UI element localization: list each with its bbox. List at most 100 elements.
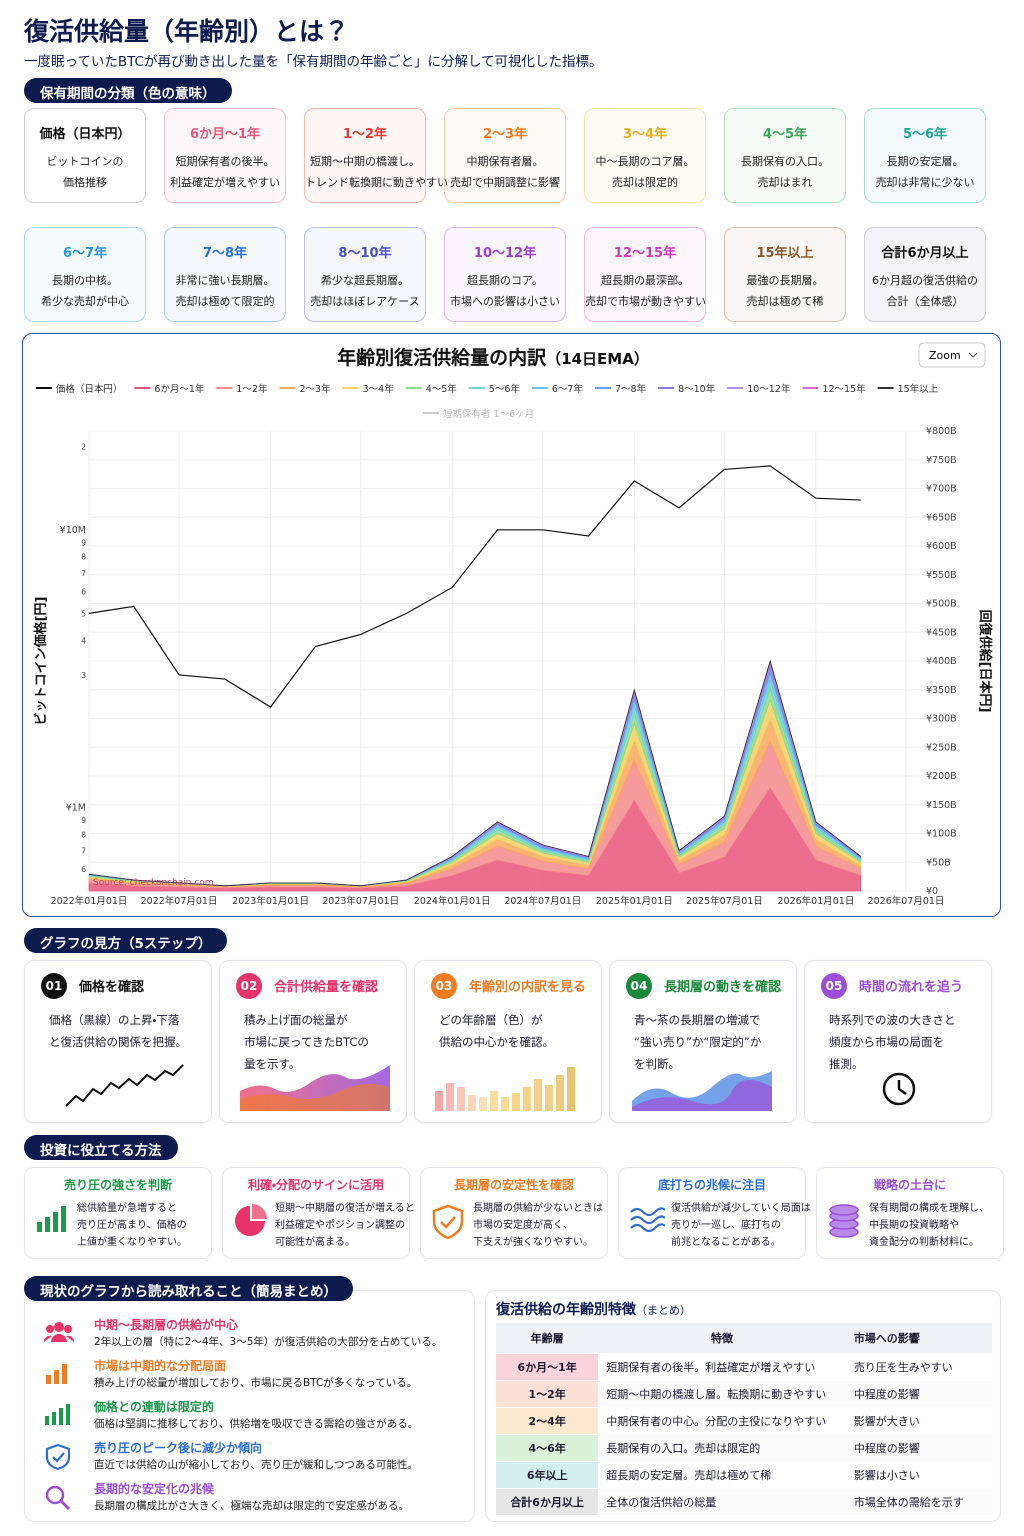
step-text: どの年齢層（色）が 供給の中心かを確認。 xyxy=(439,1009,554,1053)
summary-title: 市場は中期的な分配局面 xyxy=(94,1359,227,1373)
decoration xyxy=(35,1204,69,1238)
icon-part xyxy=(46,1325,54,1333)
table-title: 復活供給の年齢別特徴 xyxy=(496,1302,636,1318)
legend-item: 1〜2年 xyxy=(216,383,268,395)
x-tick-label: 2023年01月01日 xyxy=(232,895,309,907)
step-number: 01 xyxy=(41,973,67,999)
x-tick-label: 2022年07月01日 xyxy=(141,895,218,907)
icon-part xyxy=(66,1404,70,1425)
summary-text: 直近では供給の山が縮小しており、売り圧が緩和しつつある可能性。 xyxy=(94,1459,418,1471)
y2-tick-label: ¥600B xyxy=(926,541,957,552)
table-row: 4〜6年 長期保有の入口。売却は限定的 中程度の影響 xyxy=(496,1434,992,1462)
step-card: 05 時間の流れを追う 時系列での波の大きさと 頻度から市場の局面を 推測。 xyxy=(804,960,992,1123)
icon-part xyxy=(479,1097,487,1111)
icon-part xyxy=(252,1204,267,1219)
y-tick-label: ¥10M xyxy=(60,525,86,536)
step-card: 02 合計供給量を確認 積み上げ面の総量が 市場に戻ってきたBTCの 量を示す。 xyxy=(219,960,407,1123)
use-line: 短期〜中期層の復活が増えると xyxy=(275,1203,415,1214)
step-line: と復活供給の関係を把握。 xyxy=(49,1035,187,1049)
legend-label: 10〜12年 xyxy=(747,383,791,395)
icon-part xyxy=(630,1207,666,1233)
table-cell: 短期〜中期の橋渡し層。転換期に動きやすい xyxy=(598,1380,846,1408)
decoration xyxy=(435,1061,585,1115)
card-title: 価格（日本円） xyxy=(39,127,131,142)
section-heading: 保有期間の分類（色の意味） xyxy=(24,78,232,103)
table-row: 2〜4年 中期保有者の中心。分配の主役になりやすい 影響が大きい xyxy=(496,1407,992,1435)
card-line: ビットコインの xyxy=(46,155,124,168)
age-card: 12〜15年 超長期の最深部。 売却で市場が動きやすい xyxy=(584,227,706,322)
price-line xyxy=(88,465,861,708)
age-card: 7〜8年 非常に強い長期層。 売却は極めて限定的 xyxy=(164,227,286,322)
icon-part xyxy=(54,1370,59,1384)
icon-part xyxy=(240,1083,390,1111)
y-tick-label: ¥1M xyxy=(66,802,86,813)
icon-part xyxy=(545,1085,553,1111)
icon-part xyxy=(64,1325,72,1333)
step-line: 頻度から市場の局面を xyxy=(829,1035,944,1049)
icon-part xyxy=(882,1072,916,1106)
page-subtitle: 一度眠っていたBTCが再び動き出した量を「保有期間の年齢ごと」に分解して可視化し… xyxy=(24,54,603,70)
y2-tick-label: ¥800B xyxy=(926,426,957,437)
icon xyxy=(432,1204,464,1240)
card-title: 12〜15年 xyxy=(613,246,677,261)
x-tick-label: 2026年01月01日 xyxy=(778,895,855,907)
icon-part xyxy=(37,1222,42,1232)
age-card: 価格（日本円） ビットコインの 価格推移 xyxy=(24,108,146,203)
icon xyxy=(43,1322,75,1342)
icon-part xyxy=(534,1079,542,1111)
table-header-row: 年齢層 特徴 市場への影響 xyxy=(496,1323,992,1354)
step-title: 時間の流れを追う xyxy=(859,980,964,995)
card-line: トレンド転換期に動きやすい xyxy=(305,176,448,189)
card-line: 市場への影響は小さい xyxy=(450,295,560,308)
use-line: 資金配分の判断材料に。 xyxy=(869,1237,979,1248)
y2-tick-label: ¥350B xyxy=(926,685,957,696)
y2-axis-label: 回復供給[日本円] xyxy=(977,610,993,713)
y-tick-label: 9 xyxy=(81,539,86,548)
card-line: 売却で市場が動きやすい xyxy=(585,295,706,308)
decoration xyxy=(44,1443,72,1475)
icon-part xyxy=(446,1083,454,1111)
card-line: 非常に強い長期層。 xyxy=(175,274,275,287)
legend-label: 1〜2年 xyxy=(236,383,268,395)
icon-part xyxy=(829,1204,859,1238)
section-heading: 投資に役立てる方法 xyxy=(24,1135,178,1160)
y2-tick-label: ¥700B xyxy=(926,484,957,495)
icon xyxy=(632,1071,772,1111)
icon-part xyxy=(567,1067,575,1111)
icon-part xyxy=(235,1206,265,1236)
card-line: 最強の長期層。 xyxy=(746,274,824,287)
decoration xyxy=(827,1204,861,1244)
decoration xyxy=(44,1361,72,1389)
icon xyxy=(630,1207,666,1233)
summary-title: 長期的な安定化の兆候 xyxy=(94,1482,215,1496)
x-tick-label: 2025年07月01日 xyxy=(686,895,763,907)
step-title: 年齢別の内訳を見る xyxy=(469,980,587,995)
y-tick-label: 6 xyxy=(81,587,86,596)
legend-label: 価格（日本円） xyxy=(56,383,123,395)
y-axis-label: ビットコイン価格[円] xyxy=(33,597,49,726)
icon-part xyxy=(54,1322,64,1332)
age-card: 2〜3年 中期保有者層。 売却で中期調整に影響 xyxy=(444,108,566,203)
table-cell: 売り圧を生みやすい xyxy=(845,1353,992,1381)
icon-part xyxy=(45,1443,71,1471)
table-box: 復活供給の年齢別特徴（まとめ） 年齢層 特徴 市場への影響 6か月〜1年 短期保有者の後… xyxy=(485,1290,1001,1522)
card-line: 長期の安定層。 xyxy=(886,155,964,168)
icon-part xyxy=(59,1499,71,1511)
age-card: 10〜12年 超長期のコア。 市場への影響は小さい xyxy=(444,227,566,322)
use-card: 売り圧の強さを判断 総供給量が急増すると 売り圧が高まり、価格の 上値が重くなりやすい… xyxy=(24,1167,212,1259)
chart-title: 年齢別復活供給量の内訳（14日EMA） xyxy=(337,346,649,369)
y2-tick-label: ¥250B xyxy=(926,742,957,753)
use-line: 長期層の供給が少ないときは xyxy=(473,1203,603,1214)
card-line: 短期〜中期の橋渡し。 xyxy=(310,155,420,168)
card-line: 売却は極めて稀 xyxy=(746,295,824,308)
age-card: 6〜7年 長期の中核。 希少な売却が中心 xyxy=(24,227,146,322)
x-tick-label: 2024年07月01日 xyxy=(504,895,581,907)
step-line: 価格（黒線）の上昇・下落 xyxy=(49,1013,180,1027)
legend-label: 6〜7年 xyxy=(552,383,584,395)
y-tick-label: 5 xyxy=(81,609,86,618)
zoom-button[interactable]: Zoom xyxy=(918,342,986,368)
zoom-caret xyxy=(968,352,978,358)
summary-box xyxy=(24,1290,475,1522)
legend-item: 6〜7年 xyxy=(531,383,584,395)
